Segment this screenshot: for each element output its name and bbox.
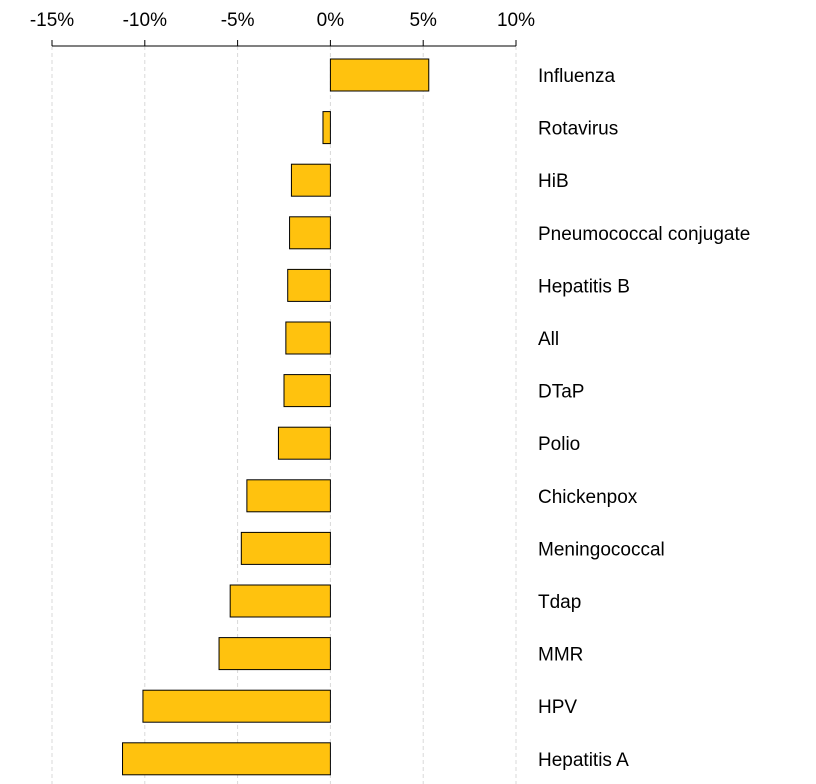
- x-tick-label: -5%: [221, 10, 255, 31]
- category-label: Influenza: [538, 66, 616, 87]
- category-label: Hepatitis B: [538, 276, 630, 297]
- bar: [246, 479, 331, 513]
- bar: [287, 268, 331, 302]
- category-label: Polio: [538, 434, 580, 455]
- x-axis-ticks: -15% -10% -5% 0% 5% 10%: [30, 10, 535, 46]
- category-label: Hepatitis A: [538, 750, 629, 771]
- category-label: Rotavirus: [538, 119, 618, 140]
- bar: [283, 374, 331, 408]
- bar: [229, 584, 331, 618]
- bar: [240, 531, 331, 565]
- bar: [142, 689, 331, 723]
- bar: [277, 426, 331, 460]
- x-tick-label: -15%: [30, 10, 74, 31]
- bar: [289, 216, 331, 250]
- bar: [329, 58, 430, 92]
- bar: [218, 637, 331, 671]
- category-labels: Influenza Rotavirus HiB Pneumococcal conjug…: [538, 66, 750, 771]
- x-tick-label: 5%: [409, 10, 437, 31]
- category-label: HPV: [538, 697, 577, 718]
- category-label: HiB: [538, 171, 569, 192]
- grid-lines: [51, 46, 517, 784]
- bar: [285, 321, 331, 355]
- category-label: Chickenpox: [538, 487, 638, 508]
- bars: [122, 58, 430, 776]
- category-label: DTaP: [538, 382, 584, 403]
- x-tick-label: -10%: [123, 10, 167, 31]
- x-tick-label: 10%: [497, 10, 535, 31]
- bar: [290, 163, 331, 197]
- category-label: Tdap: [538, 592, 581, 613]
- category-label: Pneumococcal conjugate: [538, 224, 750, 245]
- x-tick-label: 0%: [317, 10, 345, 31]
- category-label: Meningococcal: [538, 539, 665, 560]
- bar: [322, 111, 331, 145]
- category-label: MMR: [538, 645, 583, 666]
- category-label: All: [538, 329, 559, 350]
- bar: [122, 742, 331, 776]
